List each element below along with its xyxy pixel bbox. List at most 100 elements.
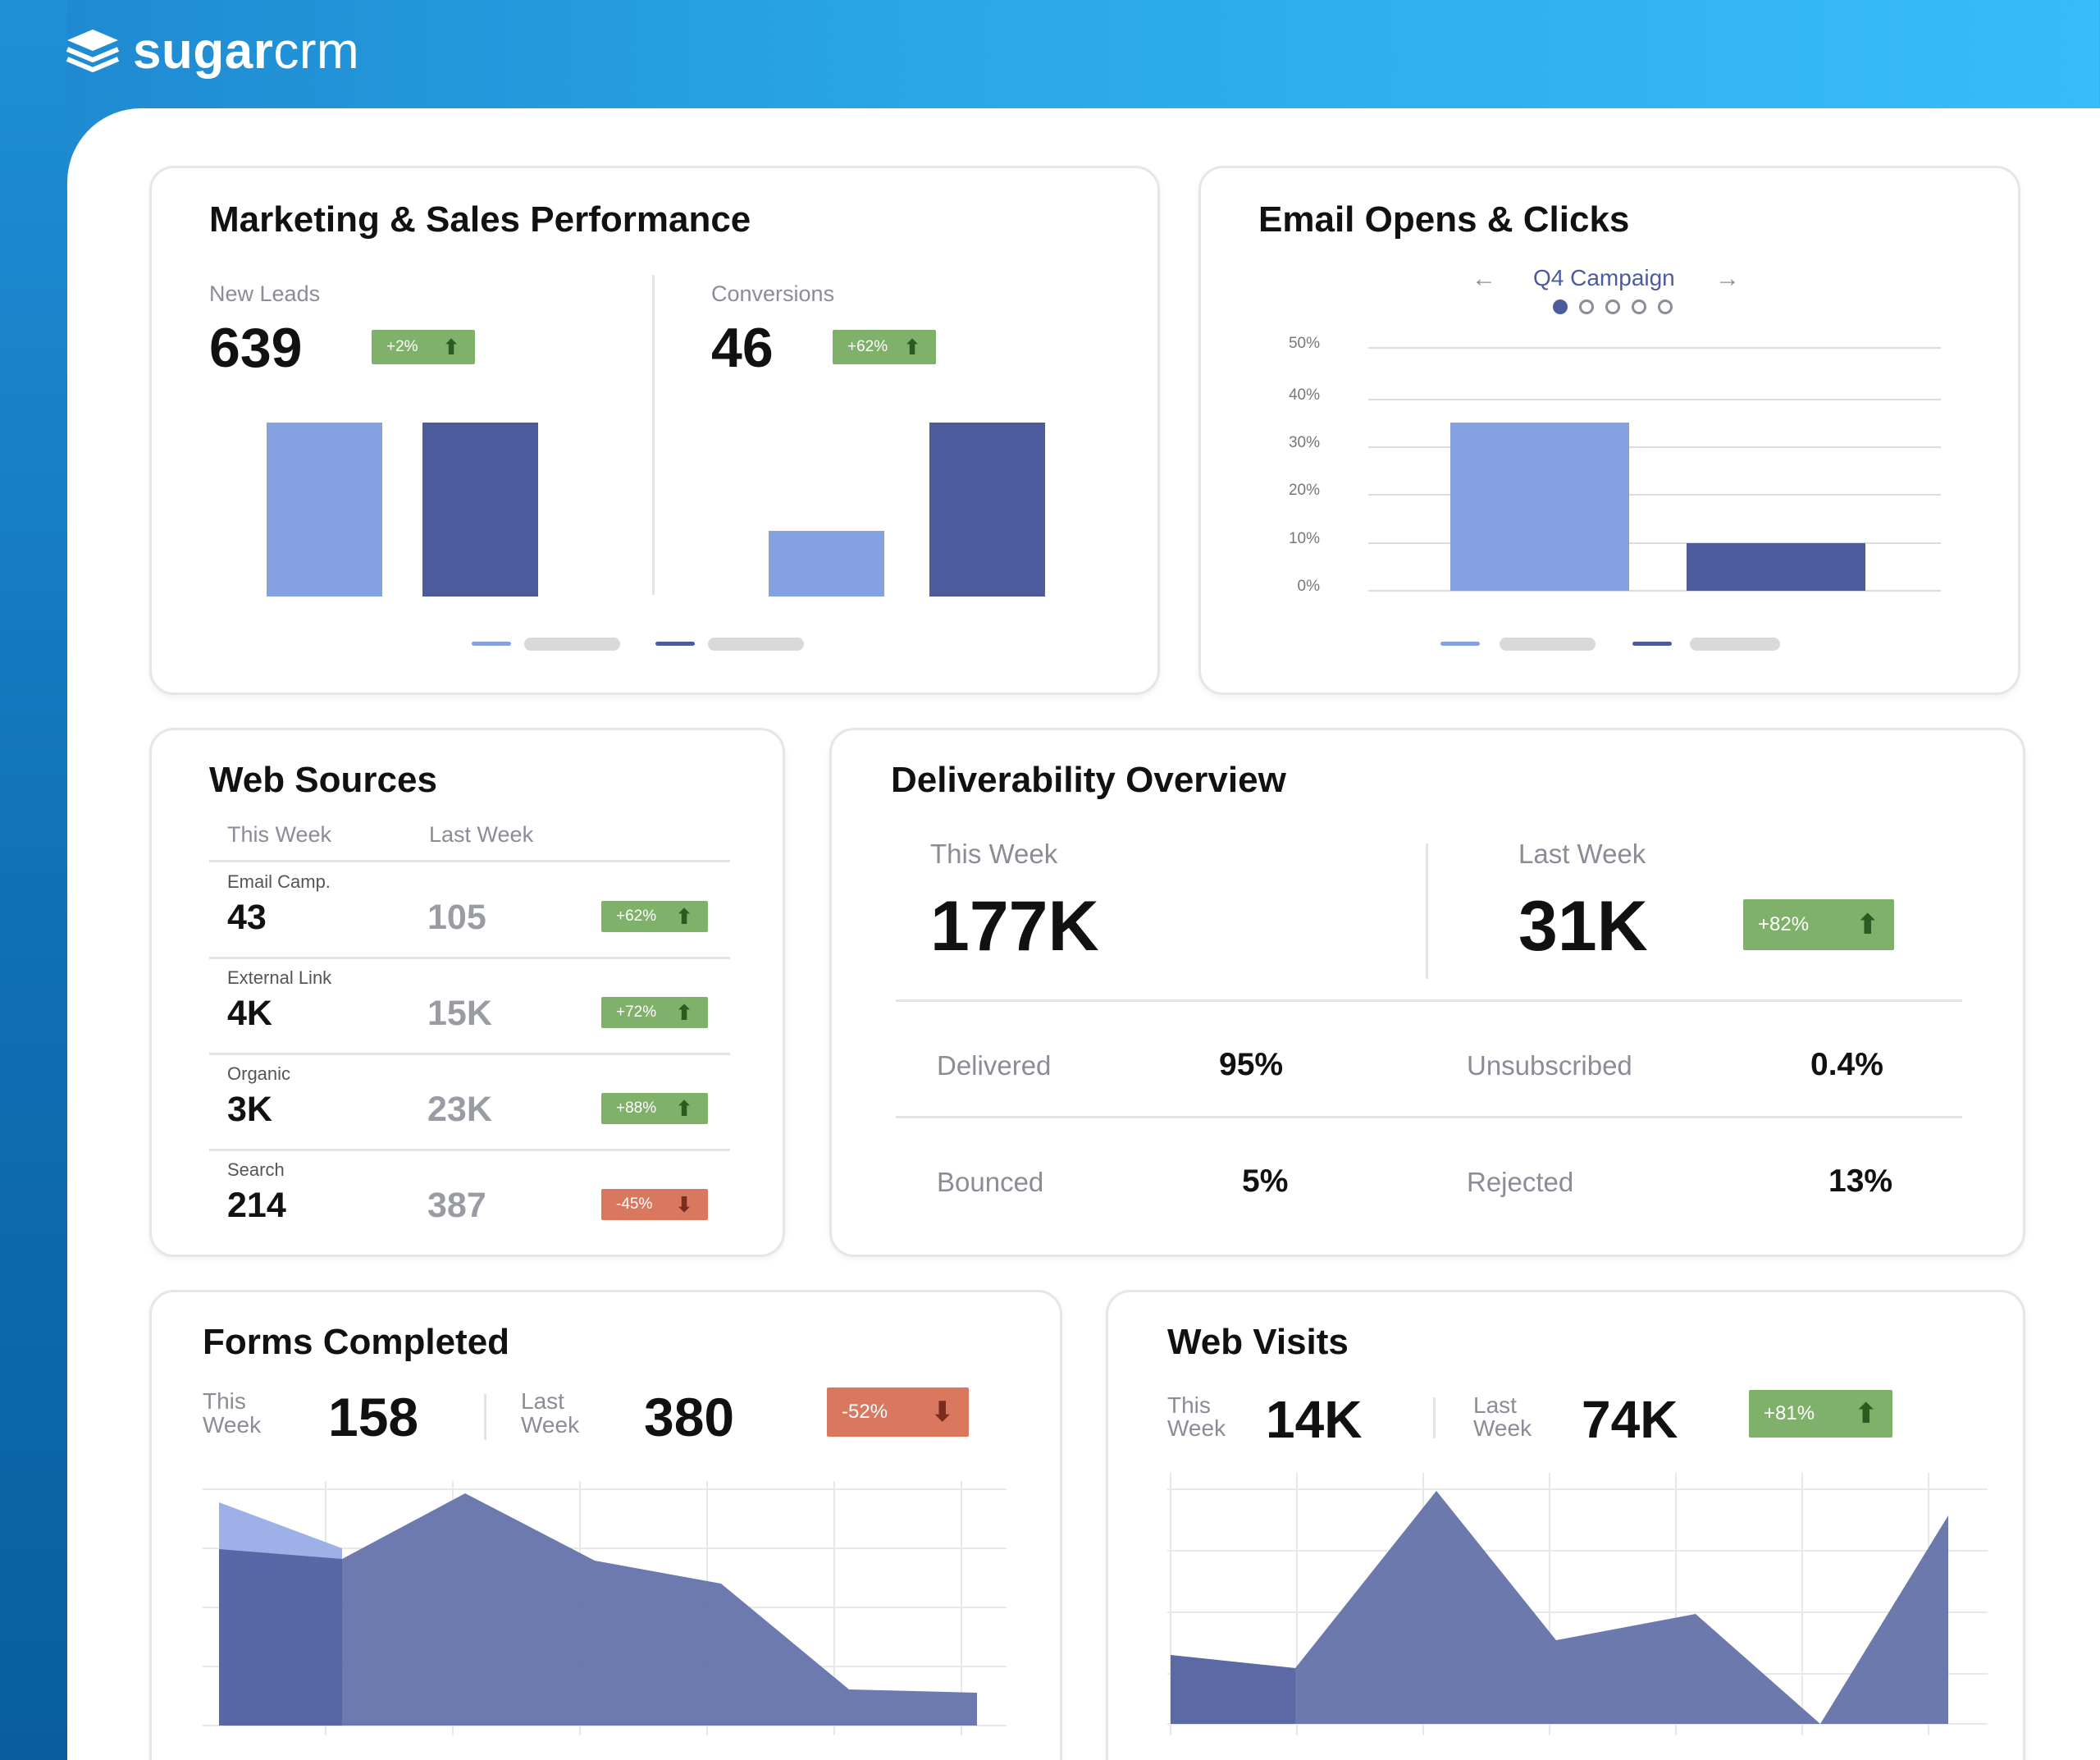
bar-new-leads-series2 bbox=[422, 423, 538, 597]
change-badge: +62% ⬆ bbox=[601, 901, 708, 932]
y-tick: 10% bbox=[1288, 530, 1320, 547]
legend-swatch-series2 bbox=[1632, 642, 1672, 646]
bounced-value: 5% bbox=[1242, 1163, 1289, 1199]
pager-dot[interactable] bbox=[1632, 299, 1646, 314]
legend-swatch-series1 bbox=[1440, 642, 1480, 646]
gridline bbox=[1368, 590, 1941, 592]
forms-completed-card: Forms Completed This Week 158 Last Week 38… bbox=[149, 1290, 1062, 1760]
y-tick: 30% bbox=[1288, 434, 1320, 451]
this-week-value: 158 bbox=[328, 1387, 419, 1447]
this-week-value: 4K bbox=[227, 994, 272, 1033]
change-value: +72% bbox=[616, 1003, 657, 1021]
legend-placeholder bbox=[1690, 638, 1780, 651]
table-row: Email Camp. 43 105 +62% ⬆ bbox=[152, 863, 788, 958]
pager-dot[interactable] bbox=[1553, 299, 1568, 314]
card-title: Email Opens & Clicks bbox=[1258, 199, 1630, 240]
header-divider bbox=[209, 860, 730, 862]
arrow-up-icon: ⬆ bbox=[675, 1096, 693, 1121]
column-header-last-week: Last Week bbox=[429, 822, 534, 847]
source-name: External Link bbox=[227, 967, 332, 988]
new-leads-value: 639 bbox=[209, 317, 303, 379]
last-week-value: 15K bbox=[427, 994, 492, 1033]
arrow-up-icon: ⬆ bbox=[675, 1000, 693, 1025]
change-value: -45% bbox=[616, 1195, 653, 1213]
gridline bbox=[1368, 399, 1941, 400]
last-week-value: 380 bbox=[644, 1387, 735, 1447]
pager-dot[interactable] bbox=[1658, 299, 1673, 314]
row-divider bbox=[209, 1149, 730, 1151]
column-divider bbox=[1426, 843, 1428, 979]
this-week-value: 3K bbox=[227, 1090, 272, 1129]
rejected-label: Rejected bbox=[1467, 1167, 1574, 1197]
change-badge: +72% ⬆ bbox=[601, 997, 708, 1028]
last-week-label: Last Week bbox=[521, 1388, 580, 1438]
this-week-value: 214 bbox=[227, 1186, 286, 1225]
arrow-up-icon: ⬆ bbox=[903, 335, 921, 359]
table-row: Search 214 387 -45% ⬇ bbox=[152, 1151, 788, 1246]
change-value: +62% bbox=[616, 907, 657, 925]
legend-placeholder bbox=[524, 638, 620, 651]
card-title: Deliverability Overview bbox=[891, 760, 1286, 800]
card-title: Web Visits bbox=[1167, 1322, 1349, 1362]
marketing-sales-card: Marketing & Sales Performance New Leads … bbox=[149, 166, 1160, 695]
background-band bbox=[0, 0, 67, 1760]
delivered-label: Delivered bbox=[937, 1050, 1052, 1081]
this-week-label: This Week bbox=[930, 839, 1058, 869]
arrow-up-icon: ⬆ bbox=[442, 335, 460, 359]
last-week-value: 74K bbox=[1582, 1390, 1678, 1449]
change-value: +62% bbox=[847, 338, 888, 355]
y-tick: 20% bbox=[1288, 482, 1320, 499]
prev-arrow-icon[interactable]: ← bbox=[1472, 265, 1496, 292]
column-header-this-week: This Week bbox=[227, 822, 332, 847]
area-series-dark bbox=[219, 1493, 977, 1726]
email-opens-card: Email Opens & Clicks ← Q4 Campaign → 50%… bbox=[1198, 166, 2020, 695]
column-divider bbox=[652, 275, 655, 595]
arrow-up-icon: ⬆ bbox=[1856, 909, 1880, 940]
change-badge: -52% ⬇ bbox=[827, 1387, 969, 1437]
gridline bbox=[1368, 446, 1941, 448]
last-week-label: Last Week bbox=[1518, 839, 1646, 869]
gridline bbox=[1368, 347, 1941, 349]
bar-email-series1 bbox=[1450, 423, 1629, 591]
change-badge: -45% ⬇ bbox=[601, 1189, 708, 1220]
new-leads-label: New Leads bbox=[209, 281, 321, 306]
card-title: Forms Completed bbox=[203, 1322, 510, 1362]
last-week-label: Last Week bbox=[1473, 1392, 1532, 1441]
change-value: +81% bbox=[1764, 1402, 1815, 1424]
source-name: Organic bbox=[227, 1063, 291, 1084]
change-value: +88% bbox=[616, 1099, 657, 1117]
legend-placeholder bbox=[708, 638, 804, 651]
change-value: +82% bbox=[1758, 913, 1810, 935]
y-tick: 50% bbox=[1288, 335, 1320, 352]
next-arrow-icon[interactable]: → bbox=[1715, 265, 1740, 292]
bar-new-leads-series1 bbox=[267, 423, 382, 597]
area-series-main bbox=[1171, 1491, 1948, 1724]
bar-conversions-series2 bbox=[929, 423, 1045, 597]
web-sources-card: Web Sources This Week Last Week Email Ca… bbox=[149, 728, 785, 1257]
pager-dot[interactable] bbox=[1605, 299, 1620, 314]
brand-name: sugarcrm bbox=[133, 23, 360, 80]
row-divider bbox=[209, 957, 730, 959]
change-value: +2% bbox=[386, 338, 418, 355]
arrow-up-icon: ⬆ bbox=[1854, 1398, 1879, 1429]
gridline bbox=[1368, 494, 1941, 496]
top-bar: sugarcrm bbox=[0, 0, 2100, 108]
this-week-label: This Week bbox=[203, 1388, 262, 1438]
table-row: External Link 4K 15K +72% ⬆ bbox=[152, 959, 788, 1054]
column-divider bbox=[484, 1394, 486, 1440]
brand-logo[interactable]: sugarcrm bbox=[64, 26, 359, 77]
section-divider bbox=[896, 999, 1962, 1002]
last-week-value: 105 bbox=[427, 898, 486, 937]
visits-area-chart bbox=[1167, 1473, 1988, 1735]
conversions-change-badge: +62% ⬆ bbox=[833, 330, 936, 364]
legend-swatch-series1 bbox=[472, 642, 511, 646]
delivered-value: 95% bbox=[1219, 1047, 1284, 1082]
pager-dot[interactable] bbox=[1579, 299, 1594, 314]
forms-area-chart bbox=[203, 1481, 1007, 1735]
change-badge: +88% ⬆ bbox=[601, 1093, 708, 1124]
section-divider bbox=[896, 1116, 1962, 1118]
bounced-label: Bounced bbox=[937, 1167, 1044, 1197]
legend-swatch-series2 bbox=[655, 642, 695, 646]
this-week-value: 43 bbox=[227, 898, 267, 937]
last-week-value: 23K bbox=[427, 1090, 492, 1129]
